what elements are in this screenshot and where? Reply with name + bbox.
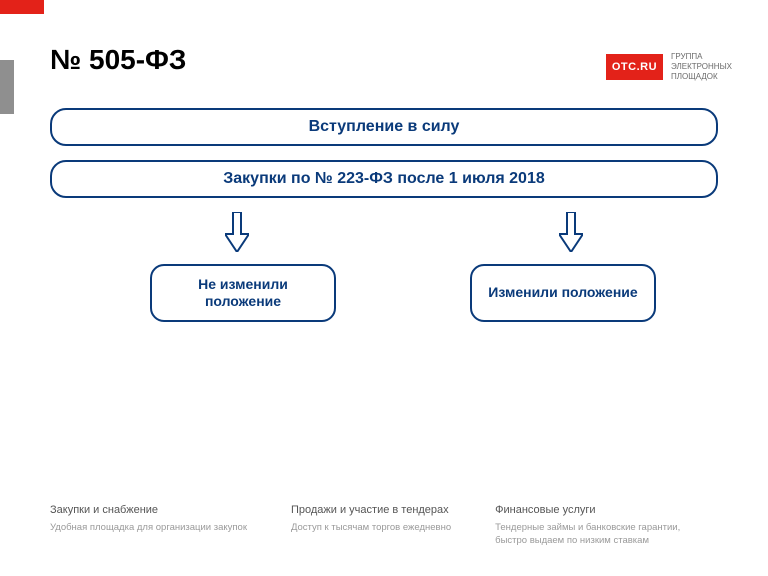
page-title: № 505-ФЗ (50, 44, 186, 76)
logo-caption: ГРУППАЭЛЕКТРОННЫХПЛОЩАДОК (671, 52, 732, 82)
footer-title: Закупки и снабжение (50, 504, 247, 516)
flow-step-2: Закупки по № 223-ФЗ после 1 июля 2018 (50, 160, 718, 198)
footer-col: Закупки и снабжение Удобная площадка для… (50, 504, 247, 548)
footer-subtitle: Удобная площадка для организации закупок (50, 522, 247, 535)
footer-title: Финансовые услуги (495, 504, 680, 516)
flow-arrows (50, 212, 718, 256)
flow-branch-right: Изменили положение (470, 264, 656, 322)
flow-branch-left: Не изменили положение (150, 264, 336, 322)
logo: OTC.RU ГРУППАЭЛЕКТРОННЫХПЛОЩАДОК (606, 52, 732, 82)
footer-subtitle: Доступ к тысячам торгов ежедневно (291, 522, 451, 535)
arrow-down-icon (559, 212, 583, 252)
footer-col: Финансовые услуги Тендерные займы и банк… (495, 504, 680, 548)
footer: Закупки и снабжение Удобная площадка для… (50, 504, 732, 548)
flow-branches: Не изменили положение Изменили положение (50, 264, 718, 334)
accent-bar-top (0, 0, 44, 14)
logo-badge: OTC.RU (606, 54, 663, 80)
footer-title: Продажи и участие в тендерах (291, 504, 451, 516)
footer-col: Продажи и участие в тендерах Доступ к ты… (291, 504, 451, 548)
footer-subtitle: Тендерные займы и банковские гарантии,бы… (495, 522, 680, 548)
flowchart: Вступление в силу Закупки по № 223-ФЗ по… (50, 108, 718, 334)
accent-bar-side (0, 60, 14, 114)
flow-step-1: Вступление в силу (50, 108, 718, 146)
arrow-down-icon (225, 212, 249, 252)
